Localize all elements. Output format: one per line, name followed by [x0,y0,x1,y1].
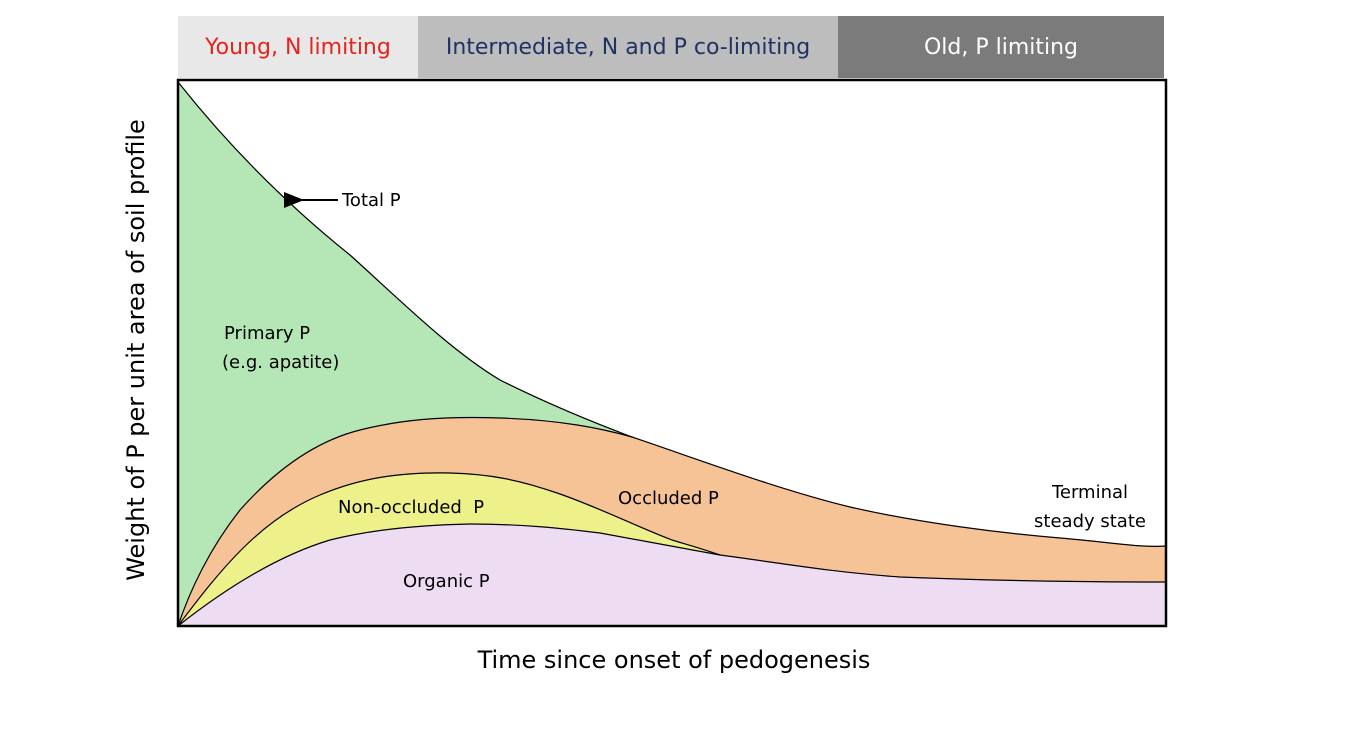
steady-state-label: steady state [1034,511,1146,532]
band-old-label: Old, P limiting [923,34,1079,60]
terminal-label: Terminal [1051,482,1128,503]
organic-top-curve [177,523,1167,627]
y-axis-label: Weight of P per unit area of soil profil… [122,119,150,581]
x-axis-label: Time since onset of pedogenesis [477,646,871,674]
occluded-p-region [178,417,1166,626]
total-p-label: Total P [341,190,401,211]
non-occluded-p-label: Non-occluded P [338,497,484,518]
organic-p-region [178,524,1166,626]
organic-p-label: Organic P [403,571,490,592]
primary-p-example-label: (e.g. apatite) [222,352,339,373]
band-young: Young, N limiting [178,16,418,78]
primary-p-region [178,82,632,626]
band-intermediate-label: Intermediate, N and P co-limiting [445,34,811,60]
plot-frame [176,78,1168,628]
occluded-top-curve [177,416,633,627]
band-old: Old, P limiting [838,16,1164,78]
non-occluded-top-curve [177,472,721,627]
occluded-p-label: Occluded P [618,488,719,509]
band-young-label: Young, N limiting [205,34,391,60]
band-intermediate: Intermediate, N and P co-limiting [418,16,838,78]
primary-p-label: Primary P [224,323,310,344]
non-occluded-p-region [178,472,720,626]
